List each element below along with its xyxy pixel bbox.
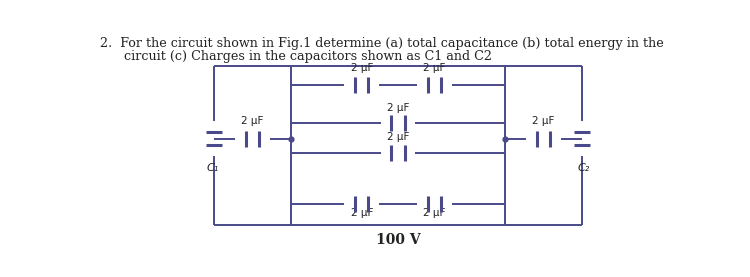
Text: 2.  For the circuit shown in Fig.1 determine (a) total capacitance (b) total ene: 2. For the circuit shown in Fig.1 determ… xyxy=(100,37,664,50)
Text: 2 μF: 2 μF xyxy=(387,102,410,112)
Text: C₁: C₁ xyxy=(206,163,218,173)
Text: C₂: C₂ xyxy=(578,163,590,173)
Text: 2 μF: 2 μF xyxy=(423,63,445,73)
Text: 2 μF: 2 μF xyxy=(387,132,410,142)
Text: 2 μF: 2 μF xyxy=(423,208,445,218)
Text: 2 μF: 2 μF xyxy=(350,63,373,73)
Text: circuit (c) Charges in the capacitors shown as C1 and C2: circuit (c) Charges in the capacitors sh… xyxy=(100,50,492,63)
Text: 100 V: 100 V xyxy=(376,233,420,247)
Text: 2 μF: 2 μF xyxy=(242,116,264,126)
Text: 2 μF: 2 μF xyxy=(532,116,554,126)
Text: 2 μF: 2 μF xyxy=(350,208,373,218)
